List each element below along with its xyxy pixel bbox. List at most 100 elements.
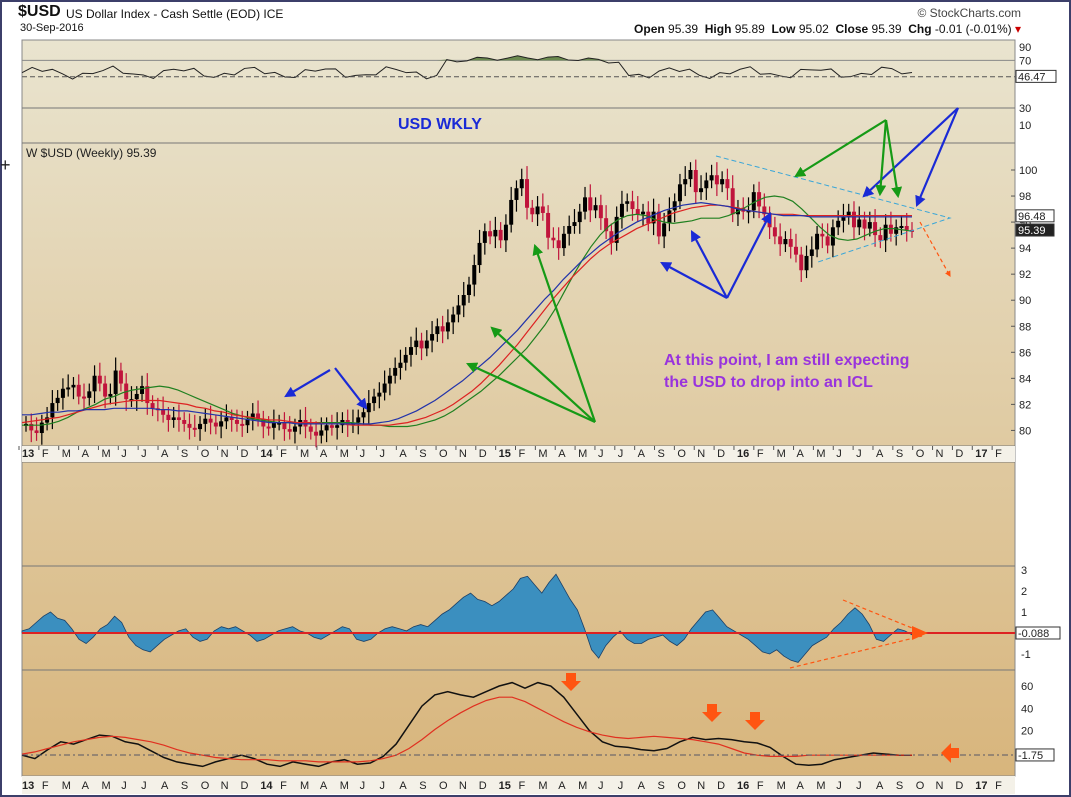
price-candle-body [598,205,603,219]
price-candle-body [461,295,466,306]
price-candle-body [134,393,139,400]
price-candle-body [440,326,445,332]
x-axis-band-bottom [22,776,1015,794]
price-candle-body [324,425,329,431]
price-candle-body [899,225,904,228]
price-candle-body [656,211,661,237]
price-candle-body [778,236,783,245]
price-value-box [1015,223,1055,237]
x-tick-bottom: 13 [22,780,34,792]
price-candle-body [488,231,493,237]
price-candle-body [92,375,97,392]
hist-area [21,573,913,663]
x-tick-bottom: O [677,780,686,792]
price-candle-body [39,422,44,434]
hist-tick-2: 2 [1021,586,1027,598]
price-candle-body [71,384,76,388]
price-candle-body [720,179,725,185]
price-candle-body [240,423,245,426]
x-tick-bottom: 16 [737,780,749,792]
x-tick-top: J [598,448,604,460]
price-candle-body [651,211,656,224]
price-candle-body [182,420,187,424]
price-candle-body [382,383,387,393]
x-tick-bottom: A [558,780,566,792]
price-candle-body [851,211,856,228]
comment-line-2: the USD to drop into an ICL [664,374,873,391]
price-candle-body [514,188,519,200]
price-candle-body [97,375,102,384]
price-candle-body [498,229,503,241]
price-candle-body [319,430,324,436]
price-candle-body [393,367,398,376]
price-candle-body [857,219,862,228]
price-candle-body [635,209,640,215]
price-candle-body [836,220,841,228]
blue-arrow-4 [726,212,772,299]
x-tick-top: D [479,448,487,460]
price-candle-body [282,422,287,430]
price-tick-92: 92 [1019,269,1031,281]
rsi-tick-label: 30 [1019,103,1031,115]
x-tick-bottom: 14 [260,780,273,792]
x-tick-top: J [856,448,862,460]
price-candle-body [150,403,155,409]
price-candle-body [140,386,145,394]
x-tick-bottom: O [916,780,925,792]
price-candle-body [256,413,261,419]
x-tick-top: O [201,448,210,460]
price-tick-84: 84 [1019,373,1031,385]
price-candle-body [145,386,150,404]
price-candle-body [372,396,377,404]
x-tick-bottom: M [816,780,825,792]
blue-arrow-6 [915,107,960,208]
low-value: 95.02 [798,22,829,36]
x-tick-bottom: A [797,780,805,792]
price-candle-body [377,392,382,397]
x-tick-top: F [42,448,49,460]
x-tick-top: A [558,448,566,460]
x-tick-bottom: A [161,780,169,792]
close-label: Close [835,22,869,36]
x-tick-bottom: F [519,780,526,792]
price-candle-body [451,314,456,323]
osc-left-arrow [941,743,959,763]
price-candle-body [82,396,87,399]
price-candle-body [266,426,271,429]
comment-line-1: At this point, I am still expecting [664,352,910,369]
x-tick-top: J [141,448,147,460]
x-tick-top: M [62,448,71,460]
x-tick-bottom: A [399,780,407,792]
price-candle-body [841,216,846,221]
price-candle-body [477,242,482,266]
price-candle-body [862,219,867,229]
price-candle-body [577,211,582,223]
price-candle-body [192,427,197,430]
green-arrow-5 [884,119,903,199]
green-arrow-4 [875,119,888,197]
x-tick-top: D [240,448,248,460]
price-candle-body [873,222,878,236]
price-candle-body [203,418,208,424]
blue-arrow-5 [862,107,959,198]
price-candle-body [187,423,192,428]
price-tick-100: 100 [1019,165,1037,177]
x-tick-bottom: A [82,780,90,792]
price-candle-body [677,184,682,202]
x-tick-top: 15 [499,448,511,460]
hist-tick-1: 1 [1021,607,1027,619]
price-candle-body [103,383,108,397]
price-candle-body [641,211,646,215]
price-candle-body [825,236,830,246]
price-legend: W $USD (Weekly) 95.39 [26,146,157,160]
price-candle-body [894,227,899,234]
blue-arrow-1 [334,367,368,410]
price-candle-body [820,233,825,237]
x-tick-top: J [379,448,385,460]
price-triangle-pattern [715,155,952,263]
high-value: 95.89 [734,22,765,36]
x-tick-top: A [320,448,328,460]
x-tick-top: F [519,448,526,460]
price-candle-body [456,305,461,315]
